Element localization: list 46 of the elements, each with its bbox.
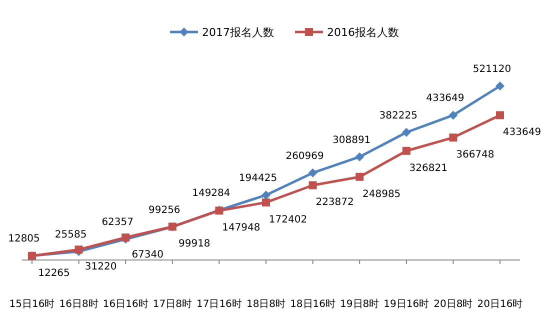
- data-label: 149284: [192, 188, 230, 200]
- legend-label: 2017报名人数: [202, 26, 274, 39]
- point: [262, 198, 270, 206]
- data-label: 99256: [148, 204, 180, 216]
- data-label: 433649: [426, 93, 464, 104]
- x-tick-label: 17日8时: [152, 298, 192, 310]
- x-tick-label: 16日8时: [59, 298, 98, 310]
- data-label: 260969: [286, 150, 324, 162]
- data-label: 326821: [409, 162, 448, 174]
- x-tick-label: 20日8时: [434, 298, 473, 310]
- point: [308, 168, 318, 178]
- x-tick-label: 17日16时: [196, 298, 242, 310]
- data-label: 194425: [238, 173, 278, 184]
- data-label: 308891: [332, 134, 371, 146]
- point: [355, 152, 364, 162]
- point: [449, 134, 458, 142]
- x-tick-label: 19日8时: [340, 298, 380, 310]
- data-label: 366748: [456, 150, 494, 161]
- x-tick-label: 16日16时: [102, 298, 148, 310]
- point: [356, 172, 364, 181]
- data-label: 172402: [268, 214, 308, 226]
- legend-label: 2016报名人数: [327, 26, 399, 39]
- x-tick-label: 20日16时: [477, 298, 523, 310]
- point: [402, 146, 410, 155]
- point: [496, 111, 504, 120]
- data-label: 223872: [316, 197, 354, 208]
- data-label: 12265: [38, 268, 70, 279]
- data-label: 382225: [379, 110, 418, 122]
- x-tick-label: 15日16时: [9, 298, 55, 310]
- x-tick-label: 18日16时: [290, 298, 336, 310]
- data-label: 62357: [102, 217, 134, 228]
- point: [448, 110, 458, 120]
- point: [308, 181, 317, 190]
- x-tick-label: 18日8时: [246, 298, 286, 310]
- data-label: 67340: [132, 250, 164, 261]
- data-label: 25585: [54, 229, 87, 240]
- data-label: 433649: [502, 127, 542, 138]
- data-label: 31220: [84, 262, 117, 273]
- x-tick-label: 19日16时: [384, 298, 430, 310]
- data-label: 248985: [362, 188, 401, 200]
- data-label: 12805: [8, 234, 40, 245]
- point: [496, 82, 504, 90]
- data-label: 521120: [472, 64, 512, 75]
- data-label: 99918: [178, 238, 210, 250]
- data-label: 147948: [222, 222, 260, 234]
- point: [402, 128, 411, 137]
